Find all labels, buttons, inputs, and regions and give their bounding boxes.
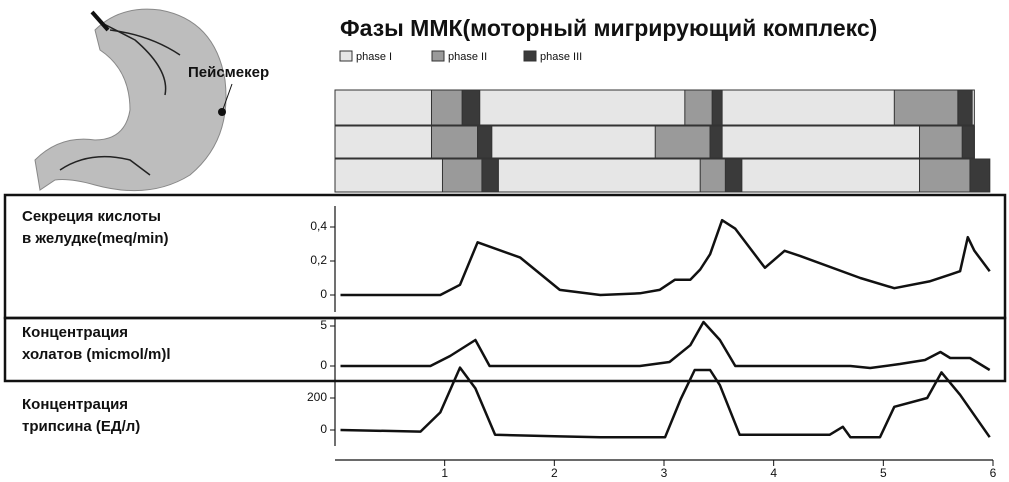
legend-swatch bbox=[524, 51, 536, 61]
legend-swatch bbox=[340, 51, 352, 61]
x-tick-label: 4 bbox=[770, 466, 777, 480]
y-tick-label: 0 bbox=[320, 287, 327, 301]
phase-segment bbox=[335, 159, 990, 192]
y-tick-label: 200 bbox=[307, 390, 327, 404]
phase-segment bbox=[482, 159, 498, 192]
phase-segment bbox=[685, 90, 712, 125]
phase-segment bbox=[442, 159, 481, 192]
x-tick-label: 1 bbox=[441, 466, 448, 480]
panel-label: холатов (micmol/m)l bbox=[22, 346, 171, 363]
phase-segment bbox=[432, 90, 463, 125]
phase-segment bbox=[970, 159, 990, 192]
y-tick-label: 0,4 bbox=[310, 219, 327, 233]
y-tick-label: 0,2 bbox=[310, 253, 327, 267]
data-line bbox=[341, 220, 990, 295]
pacemaker-label: Пейсмекер bbox=[188, 64, 269, 81]
phase-segment bbox=[710, 126, 722, 158]
figure: Пейсмекер Фазы ММК(моторный мигрирующий … bbox=[0, 0, 1009, 482]
panel-label: Концентрация bbox=[22, 324, 128, 341]
x-tick-label: 5 bbox=[880, 466, 887, 480]
phase-segment bbox=[462, 90, 480, 125]
panel-label: трипсина (ЕД/л) bbox=[22, 418, 140, 435]
phase-segment bbox=[478, 126, 492, 158]
data-line bbox=[341, 322, 990, 370]
phase-segment bbox=[432, 126, 478, 158]
x-tick-label: 6 bbox=[990, 466, 997, 480]
stomach-illustration bbox=[35, 9, 232, 190]
legend-label: phase III bbox=[540, 51, 582, 63]
phase-segment bbox=[655, 126, 710, 158]
panel-label: Секреция кислоты bbox=[22, 208, 161, 225]
phase-segment bbox=[920, 126, 963, 158]
chart-title: Фазы ММК(моторный мигрирующий комплекс) bbox=[340, 15, 877, 41]
y-tick-label: 0 bbox=[320, 358, 327, 372]
phase-segment bbox=[700, 159, 725, 192]
legend-swatch bbox=[432, 51, 444, 61]
x-tick-label: 2 bbox=[551, 466, 558, 480]
phase-segment bbox=[958, 90, 972, 125]
legend-label: phase I bbox=[356, 51, 392, 63]
y-tick-label: 0 bbox=[320, 422, 327, 436]
x-tick-label: 3 bbox=[661, 466, 668, 480]
panel-label: в желудке(meq/min) bbox=[22, 230, 169, 247]
y-tick-label: 5 bbox=[320, 318, 327, 332]
panel-label: Концентрация bbox=[22, 396, 128, 413]
phase-segment bbox=[962, 126, 974, 158]
phase-segment bbox=[920, 159, 970, 192]
phase-segment bbox=[725, 159, 741, 192]
data-line bbox=[341, 368, 990, 438]
phase-segment bbox=[335, 90, 974, 125]
phase-segment bbox=[335, 126, 974, 158]
phase-segment bbox=[894, 90, 958, 125]
phase-segment bbox=[712, 90, 722, 125]
legend-label: phase II bbox=[448, 51, 487, 63]
